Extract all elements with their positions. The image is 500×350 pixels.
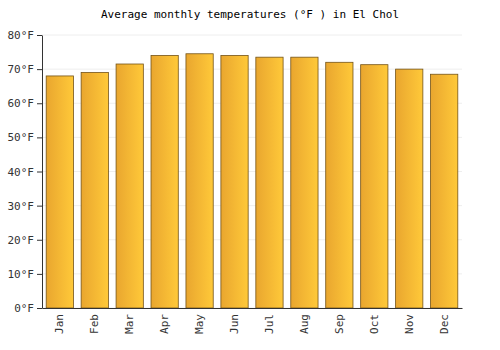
x-tick: May	[193, 314, 206, 334]
bar	[221, 55, 248, 308]
y-axis: 0°F 10°F 20°F 30°F 40°F 50°F 60°F 70°F 80°F	[8, 29, 43, 315]
x-tick-label: Aug	[298, 314, 311, 334]
y-tick-label: 60°F	[8, 97, 35, 110]
x-tick-label: Dec	[438, 314, 451, 334]
y-tick-label: 80°F	[8, 29, 35, 42]
x-tick: Jan	[53, 314, 66, 334]
x-tick-label: Jun	[228, 314, 241, 334]
bar	[361, 65, 388, 308]
y-tick-label: 10°F	[8, 268, 35, 281]
y-tick-label: 0°F	[14, 302, 34, 315]
bar	[81, 73, 108, 308]
y-tick-mark	[37, 206, 42, 207]
x-tick-label: Oct	[368, 314, 381, 334]
y-tick: 80°F	[8, 29, 43, 42]
x-tick-label: Jan	[53, 314, 66, 334]
y-tick-label: 30°F	[8, 200, 35, 213]
x-tick-label: Nov	[403, 314, 416, 334]
x-tick-label: Feb	[88, 314, 101, 334]
bar	[291, 57, 318, 308]
x-tick: Feb	[88, 314, 101, 334]
y-tick: 20°F	[8, 234, 43, 247]
y-tick-mark	[37, 137, 42, 138]
y-tick-mark	[37, 240, 42, 241]
title: Average monthly temperatures (°F ) in El…	[101, 8, 399, 21]
y-tick-mark	[37, 35, 42, 36]
y-tick: 30°F	[8, 200, 43, 213]
x-tick: Mar	[123, 314, 136, 334]
x-tick-label: Apr	[158, 314, 171, 334]
x-tick-label: May	[193, 314, 206, 334]
y-tick: 40°F	[8, 166, 43, 179]
x-tick-label: Jul	[263, 314, 276, 334]
bar	[256, 57, 283, 308]
y-tick: 10°F	[8, 268, 43, 281]
x-axis: Jan Feb Mar Apr May Jun Jul Aug Sep Oct Nov Dec	[43, 309, 463, 334]
x-axis-line	[43, 308, 463, 309]
bar	[431, 74, 458, 308]
y-tick-label: 40°F	[8, 166, 35, 179]
x-tick: Oct	[368, 314, 381, 334]
x-tick: Apr	[158, 314, 171, 334]
grid	[42, 35, 462, 308]
bars	[46, 54, 458, 308]
bar	[186, 54, 213, 308]
bar	[396, 69, 423, 308]
y-tick-mark	[37, 308, 42, 309]
y-tick-mark	[37, 274, 42, 275]
bar	[116, 64, 143, 308]
plot: 0°F 10°F 20°F 30°F 40°F 50°F 60°F 70°F 80°F Jan Fe…	[8, 29, 463, 334]
y-tick-label: 20°F	[8, 234, 35, 247]
y-tick: 0°F	[14, 302, 42, 315]
x-tick: Jun	[228, 314, 241, 334]
x-tick: Nov	[403, 314, 416, 334]
x-tick: Dec	[438, 314, 451, 334]
y-tick-mark	[37, 69, 42, 70]
y-tick: 70°F	[8, 63, 43, 76]
grid-line	[42, 35, 462, 36]
x-tick-label: Sep	[333, 314, 346, 334]
x-tick: Sep	[333, 314, 346, 334]
y-tick-mark	[37, 103, 42, 104]
bar	[151, 55, 178, 308]
x-tick: Jul	[263, 314, 276, 334]
y-axis-line	[42, 36, 43, 309]
chart: 0°F 10°F 20°F 30°F 40°F 50°F 60°F 70°F 80°F Jan Fe…	[0, 0, 500, 350]
x-tick-label: Mar	[123, 314, 136, 334]
bar	[326, 62, 353, 308]
y-tick-label: 50°F	[8, 131, 35, 144]
y-tick: 50°F	[8, 131, 43, 144]
y-tick-label: 70°F	[8, 63, 35, 76]
x-tick: Aug	[298, 314, 311, 334]
bar	[46, 76, 73, 308]
y-tick-mark	[37, 172, 42, 173]
y-tick: 60°F	[8, 97, 43, 110]
